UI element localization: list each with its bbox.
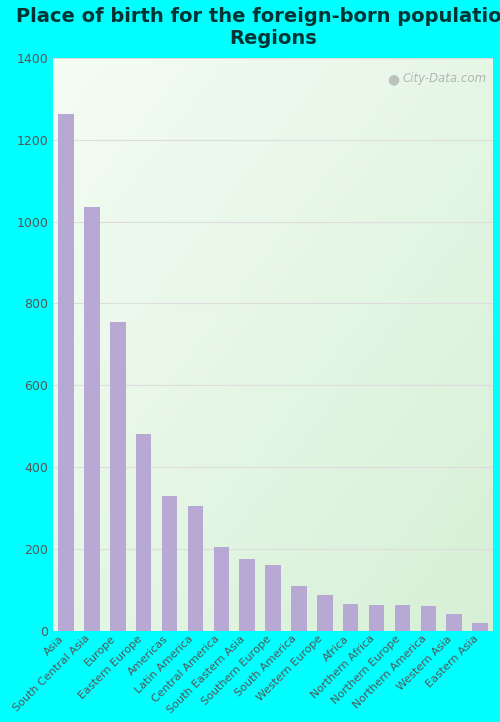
Bar: [58, 114, 74, 631]
Title: Place of birth for the foreign-born population -
Regions: Place of birth for the foreign-born popu…: [16, 7, 500, 48]
Text: City-Data.com: City-Data.com: [402, 72, 486, 85]
Bar: [369, 605, 384, 631]
Text: ●: ●: [388, 72, 400, 86]
Bar: [240, 559, 255, 631]
Bar: [291, 586, 306, 631]
Bar: [394, 606, 410, 631]
Bar: [446, 614, 462, 631]
Bar: [266, 565, 281, 631]
Bar: [110, 322, 126, 631]
Bar: [472, 623, 488, 631]
Bar: [420, 606, 436, 631]
Bar: [343, 604, 358, 631]
Bar: [84, 207, 100, 631]
Bar: [188, 506, 203, 631]
Bar: [162, 496, 178, 631]
Bar: [136, 435, 152, 631]
Bar: [214, 547, 229, 631]
Bar: [317, 595, 332, 631]
